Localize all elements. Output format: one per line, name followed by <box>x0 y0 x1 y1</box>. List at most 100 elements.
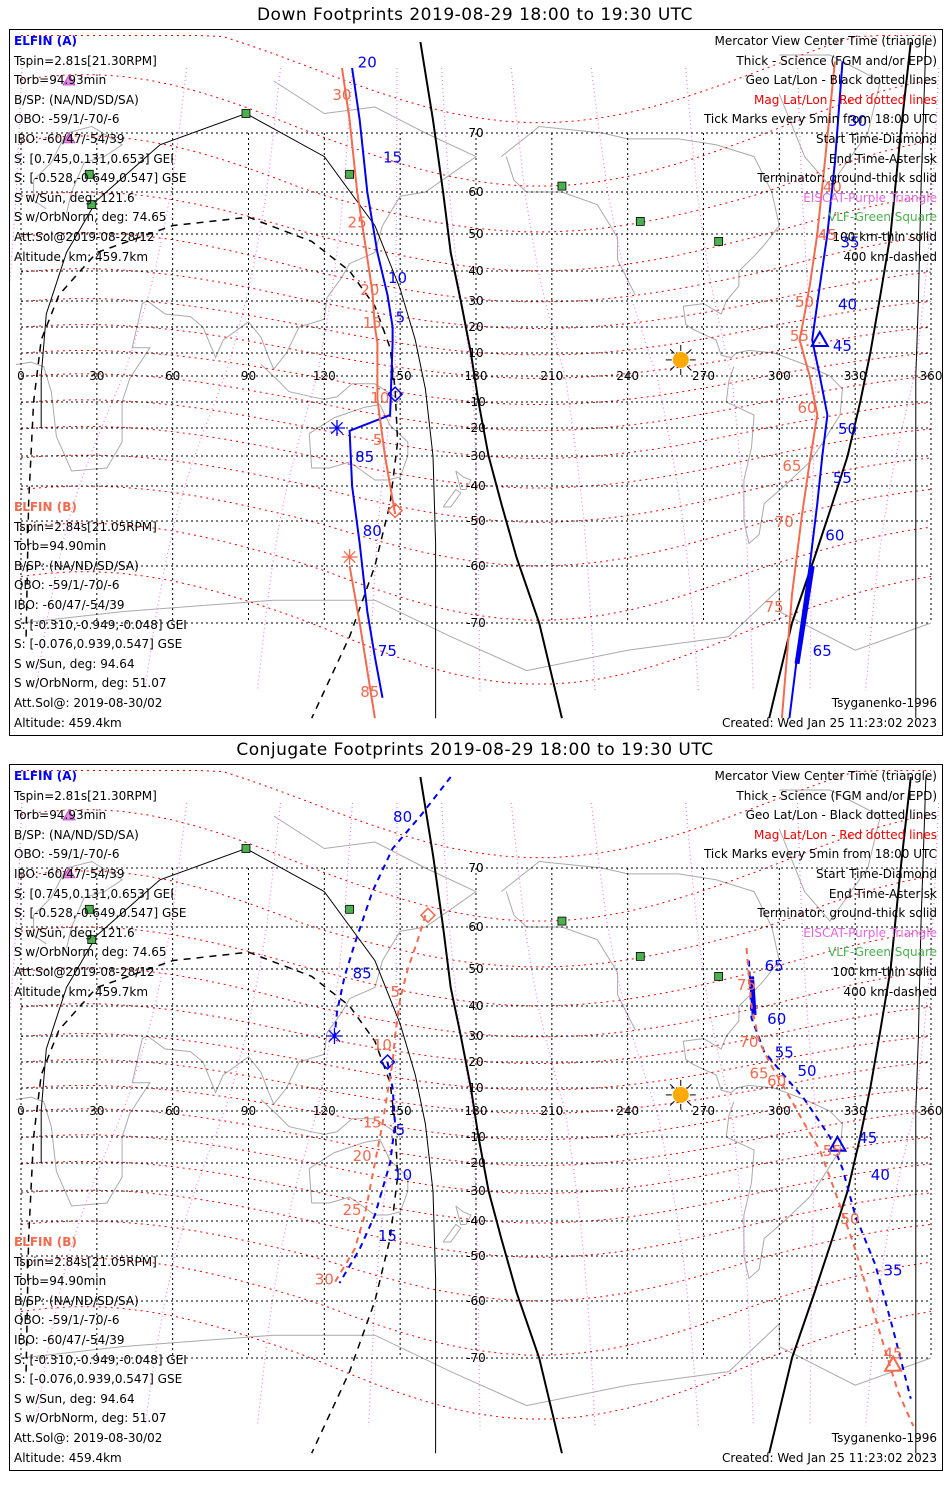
y-tick-label: -20 <box>466 1156 486 1170</box>
info-line: B/SP: (NA/ND/SD/SA) <box>14 1293 139 1308</box>
track-time-label: 15 <box>363 1113 382 1131</box>
x-tick-label: 120 <box>313 369 336 383</box>
vlf-site-marker <box>87 200 97 210</box>
legend-entry: Start Time-Diamond <box>815 866 937 881</box>
sun-ray <box>669 365 675 371</box>
track-time-label: 55 <box>833 469 852 487</box>
mag-parallel-line <box>20 191 932 272</box>
x-tick-label: 270 <box>692 1104 715 1118</box>
legend-entry: End Time-Asterisk <box>828 886 937 901</box>
info-line: S: [-0.076,0.939,0.547] GSE <box>14 637 183 652</box>
track-time-label: 40 <box>871 1166 890 1184</box>
info-line: B/SP: (NA/ND/SD/SA) <box>14 827 139 842</box>
legend-entry: Geo Lat/Lon - Black dotted lines <box>745 808 937 823</box>
center-time-triangle <box>810 329 830 347</box>
sun-ray <box>686 348 692 354</box>
mag-parallel-line <box>21 35 931 124</box>
legend-entry: Geo Lat/Lon - Black dotted lines <box>745 73 937 88</box>
x-tick-label: 300 <box>768 1104 791 1118</box>
track-time-label: 5 <box>396 309 406 327</box>
track-time-label: 55 <box>775 1044 794 1062</box>
vlf-site-marker <box>241 109 251 118</box>
x-tick-label: 60 <box>165 1104 180 1118</box>
legend-entry: Tick Marks every 5min from 18:00 UTC <box>703 112 937 127</box>
track-time-label: 45 <box>883 1344 902 1362</box>
track-time-label: 60 <box>767 1010 786 1028</box>
mag-parallel-line <box>20 1161 932 1224</box>
mag-meridian-line <box>10 802 23 1019</box>
y-tick-label: 60 <box>468 920 483 934</box>
x-tick-label: 360 <box>920 1104 942 1118</box>
legend-entry: Mag Lat/Lon - Red dotted lines <box>753 92 937 107</box>
track-time-label: 30 <box>332 86 351 104</box>
terminator-400km <box>25 216 399 719</box>
track-time-label: 70 <box>739 1033 758 1051</box>
x-tick-label: 0 <box>17 369 25 383</box>
eiscat-site-marker <box>62 132 76 144</box>
track-time-label: 45 <box>858 1129 877 1147</box>
map-legend: Mercator View Center Time (triangle) Thi… <box>704 767 937 1002</box>
eiscat-site-marker <box>62 867 76 879</box>
center-time-triangle <box>827 1134 848 1152</box>
y-tick-label: -50 <box>466 1249 486 1263</box>
info-line: B/SP: (NA/ND/SD/SA) <box>14 92 139 107</box>
track-time-label: 5 <box>391 983 401 1001</box>
track-time-label: 20 <box>353 1147 372 1165</box>
coastline <box>505 891 636 1031</box>
vlf-site-marker <box>345 904 355 914</box>
down-footprints-map: 0 30 60 90 120 150 180 210 240 270 300 330 360 70 60 50… <box>9 29 943 736</box>
x-tick-label: 210 <box>540 369 563 383</box>
mag-meridian-line <box>256 67 353 692</box>
track-time-label: 50 <box>840 1210 859 1228</box>
mag-meridian-line <box>441 67 481 692</box>
track-time-label: 45 <box>833 337 852 355</box>
track-time-label: 20 <box>360 281 379 299</box>
y-tick-label: 40 <box>468 999 483 1013</box>
x-tick-label: 90 <box>241 369 256 383</box>
created-timestamp: Created: Wed Jan 25 11:23:02 2023 <box>722 715 937 730</box>
track-time-label: 15 <box>378 1227 397 1245</box>
track-time-label: 70 <box>775 513 794 531</box>
legend-entry: EISCAT-Purple Triangle <box>803 190 937 205</box>
mag-meridian-line <box>256 802 353 1427</box>
info-line: Torb=94.90min <box>14 1274 107 1289</box>
x-tick-label: 150 <box>389 1104 412 1118</box>
track-time-label: 75 <box>737 976 756 994</box>
info-line: Tspin=2.81s[21.30RPM] <box>14 788 157 803</box>
vlf-site-marker <box>714 236 724 246</box>
info-line: S: [0.745,0.131,0.653] GEI <box>14 151 174 166</box>
elfin-b-info: ELFIN (B) Tspin=2.84s[21.05RPM] Torb=94.… <box>14 1233 187 1468</box>
legend-entry: Tick Marks every 5min from 18:00 UTC <box>703 847 937 862</box>
legend-entry: Mercator View Center Time (triangle) <box>714 769 937 783</box>
center-time-triangle <box>883 1354 903 1372</box>
track-time-label: 60 <box>767 1072 786 1090</box>
coastline <box>33 125 124 214</box>
x-tick-label: 30 <box>89 369 104 383</box>
mag-meridian-line <box>590 67 700 692</box>
info-line: S w/Sun, deg: 121.6 <box>14 190 135 205</box>
info-line: S: [-0.310,-0.949,-0.048] GEI <box>14 617 187 632</box>
info-line: S w/Sun, deg: 121.6 <box>14 925 135 940</box>
end-asterisk <box>328 1029 341 1043</box>
info-line: Altitude: 459.4km <box>14 715 122 730</box>
coastline <box>20 587 932 672</box>
y-tick-label: 40 <box>468 264 483 278</box>
terminator-ground <box>419 776 912 1454</box>
sun-ray <box>686 365 692 371</box>
y-tick-label: -40 <box>466 479 486 493</box>
mag-meridian-line <box>796 802 817 1427</box>
y-tick-label: -70 <box>466 1351 486 1365</box>
legend-entry: EISCAT-Purple Triangle <box>803 925 937 940</box>
coastline <box>500 125 844 545</box>
x-tick-label: 180 <box>465 1104 488 1118</box>
legend-entry: Terminator: ground-thick solid <box>757 906 937 921</box>
info-line: Altitude, km: 459.7km <box>14 984 149 999</box>
x-tick-label: 240 <box>616 1104 639 1118</box>
track-time-label: 50 <box>838 420 857 438</box>
info-line: S: [-0.528,-0.649,0.547] GSE <box>14 906 187 921</box>
end-asterisk <box>343 550 356 564</box>
vlf-site-marker <box>241 844 251 853</box>
info-line: Tspin=2.84s[21.05RPM] <box>14 1254 157 1269</box>
mag-meridian-line <box>685 802 754 1427</box>
vlf-site-marker <box>714 971 724 981</box>
